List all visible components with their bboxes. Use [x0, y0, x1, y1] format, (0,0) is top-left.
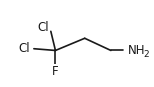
Text: Cl: Cl: [37, 21, 49, 34]
Text: Cl: Cl: [19, 42, 30, 55]
Text: F: F: [52, 65, 59, 78]
Text: 2: 2: [143, 50, 149, 59]
Text: NH: NH: [128, 44, 145, 57]
